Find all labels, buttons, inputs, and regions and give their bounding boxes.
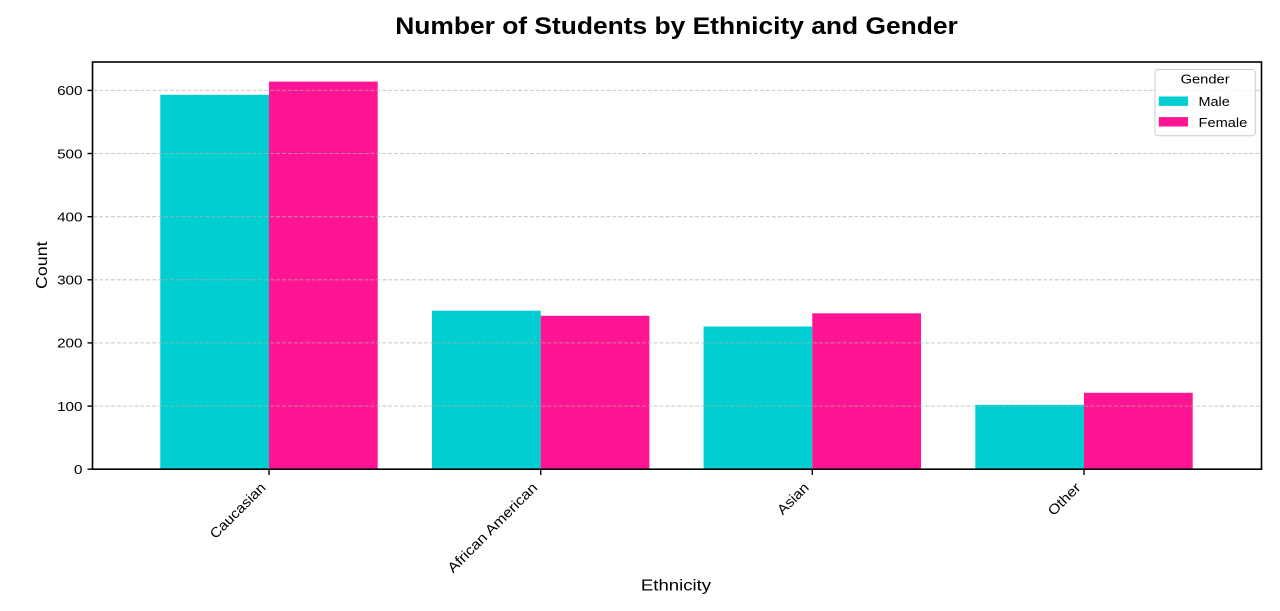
svg-text:300: 300	[57, 273, 82, 288]
svg-text:0: 0	[74, 462, 82, 477]
svg-text:Male: Male	[1199, 94, 1230, 109]
svg-text:100: 100	[57, 399, 82, 414]
svg-text:Ethnicity: Ethnicity	[641, 578, 711, 595]
svg-text:Count: Count	[34, 241, 51, 289]
svg-text:400: 400	[57, 210, 82, 225]
svg-text:Gender: Gender	[1181, 71, 1231, 86]
svg-text:Number of Students by Ethnicit: Number of Students by Ethnicity and Gend…	[395, 13, 958, 40]
svg-text:Female: Female	[1199, 115, 1248, 130]
svg-text:200: 200	[57, 336, 82, 351]
svg-text:500: 500	[57, 146, 82, 161]
svg-text:600: 600	[57, 83, 82, 98]
